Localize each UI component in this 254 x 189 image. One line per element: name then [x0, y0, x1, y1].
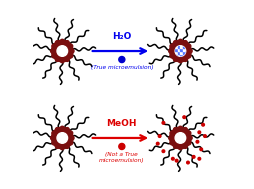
Circle shape: [178, 39, 182, 43]
Circle shape: [186, 131, 190, 135]
Circle shape: [201, 123, 204, 126]
Circle shape: [57, 133, 67, 143]
Circle shape: [50, 136, 54, 140]
Circle shape: [60, 126, 64, 130]
Circle shape: [178, 59, 182, 63]
Circle shape: [169, 131, 173, 135]
Circle shape: [183, 128, 186, 131]
Circle shape: [65, 145, 69, 148]
Circle shape: [195, 140, 198, 143]
Bar: [174, 51, 177, 54]
Circle shape: [51, 40, 73, 62]
Circle shape: [52, 131, 55, 135]
Circle shape: [69, 141, 72, 145]
Circle shape: [55, 145, 59, 148]
Bar: [177, 54, 180, 56]
Circle shape: [50, 49, 54, 53]
Circle shape: [197, 157, 200, 160]
Circle shape: [118, 57, 124, 63]
Circle shape: [65, 128, 69, 131]
Circle shape: [174, 46, 185, 56]
Circle shape: [175, 159, 177, 162]
Circle shape: [57, 46, 67, 56]
Circle shape: [65, 41, 69, 44]
Bar: [174, 48, 177, 51]
Bar: [180, 51, 182, 54]
Circle shape: [52, 141, 55, 145]
Circle shape: [173, 145, 177, 148]
Bar: [177, 51, 180, 54]
Circle shape: [70, 136, 74, 140]
Circle shape: [174, 133, 185, 143]
Bar: [182, 51, 185, 54]
Circle shape: [55, 58, 59, 61]
Circle shape: [69, 54, 72, 58]
Circle shape: [55, 41, 59, 44]
Bar: [180, 48, 182, 51]
Circle shape: [183, 58, 186, 61]
Circle shape: [197, 131, 200, 134]
Circle shape: [52, 44, 55, 48]
Circle shape: [186, 161, 188, 164]
Circle shape: [168, 136, 172, 140]
Bar: [180, 46, 182, 48]
Circle shape: [169, 44, 173, 48]
Circle shape: [192, 156, 194, 158]
Circle shape: [60, 146, 64, 150]
Circle shape: [118, 143, 124, 149]
Circle shape: [178, 146, 182, 150]
Circle shape: [182, 116, 185, 119]
Circle shape: [52, 54, 55, 58]
Circle shape: [158, 135, 160, 137]
Circle shape: [65, 58, 69, 61]
Bar: [174, 46, 177, 48]
Bar: [182, 54, 185, 56]
Bar: [177, 46, 180, 48]
Circle shape: [51, 127, 73, 149]
Circle shape: [188, 136, 191, 140]
Circle shape: [169, 141, 173, 145]
Circle shape: [173, 58, 177, 61]
Bar: [177, 48, 180, 51]
Bar: [182, 46, 185, 48]
Circle shape: [183, 41, 186, 44]
Text: (True microemulsion): (True microemulsion): [90, 65, 153, 70]
Circle shape: [171, 157, 173, 160]
Circle shape: [55, 128, 59, 131]
Circle shape: [70, 49, 74, 53]
Circle shape: [169, 40, 190, 62]
Bar: [174, 54, 177, 56]
Circle shape: [183, 145, 186, 148]
Circle shape: [156, 142, 158, 145]
Circle shape: [199, 148, 202, 151]
Circle shape: [69, 131, 72, 135]
Circle shape: [188, 49, 191, 53]
Text: MeOH: MeOH: [106, 119, 137, 128]
Circle shape: [60, 39, 64, 43]
Circle shape: [203, 135, 205, 137]
Circle shape: [173, 128, 177, 131]
Circle shape: [168, 49, 172, 53]
Circle shape: [60, 59, 64, 63]
Circle shape: [162, 122, 164, 124]
Circle shape: [173, 41, 177, 44]
Circle shape: [69, 44, 72, 48]
Bar: [182, 48, 185, 51]
Text: (Not a True
microemulsion): (Not a True microemulsion): [99, 152, 144, 163]
Text: H₂O: H₂O: [112, 32, 131, 41]
Circle shape: [186, 54, 190, 58]
Circle shape: [169, 54, 173, 58]
Bar: [180, 54, 182, 56]
Circle shape: [178, 126, 182, 130]
Circle shape: [169, 127, 190, 149]
Circle shape: [186, 44, 190, 48]
Circle shape: [186, 141, 190, 145]
Circle shape: [162, 150, 164, 153]
